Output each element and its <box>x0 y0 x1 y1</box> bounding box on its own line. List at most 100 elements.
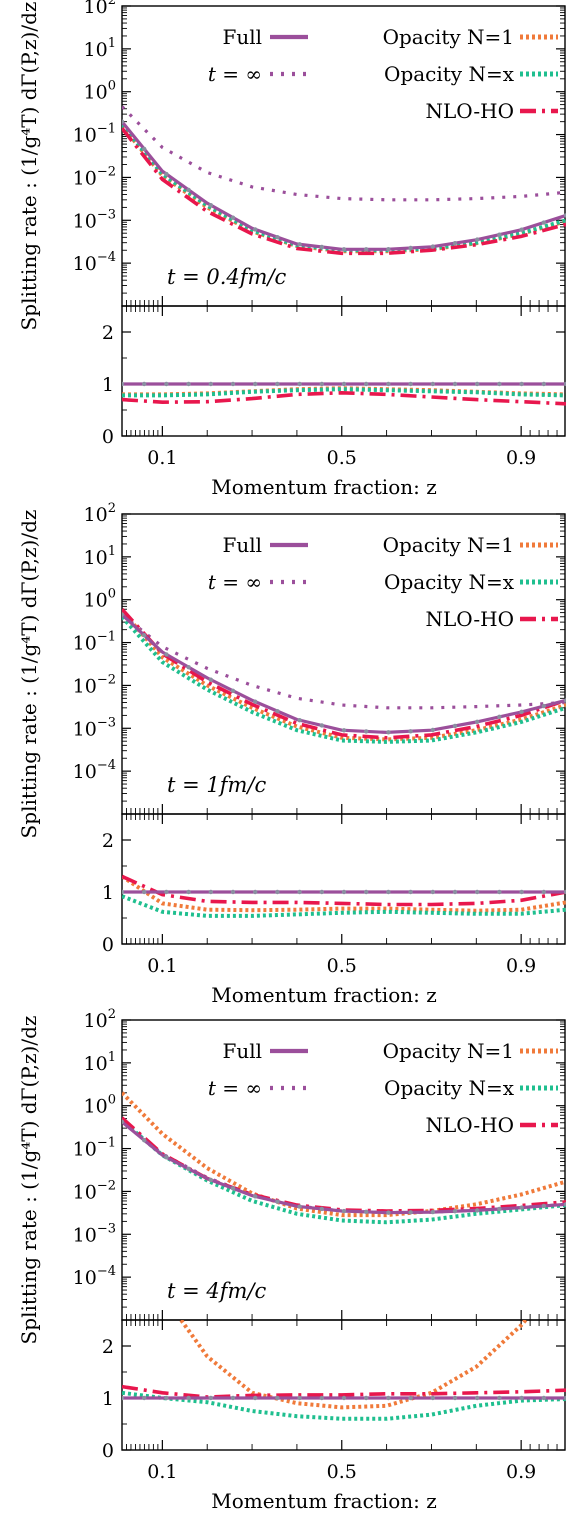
ratio-marker-point <box>452 381 458 387</box>
full-marker-point <box>408 245 413 251</box>
full-marker-point <box>186 187 191 193</box>
y-tick-label: 10−2 <box>73 164 116 189</box>
ratio-y-tick-label: 2 <box>102 1336 114 1358</box>
ratio-marker-point <box>275 1395 280 1401</box>
y-tick-label: 10−4 <box>73 250 116 275</box>
ratio-marker-point <box>541 1395 546 1401</box>
ratio-series-group <box>122 1320 566 1421</box>
x-tick-label: 0.9 <box>506 1461 536 1483</box>
ratio-marker-point <box>497 381 502 387</box>
ratio-marker-point <box>208 1395 213 1401</box>
legend-label: Opacity N=x <box>384 62 515 86</box>
ratio-marker-point <box>497 1395 502 1401</box>
full-marker-point <box>386 247 391 252</box>
ratio-marker-point <box>208 889 213 895</box>
ratio-marker-point <box>519 1395 524 1401</box>
ratio-marker-point <box>386 1395 391 1401</box>
y-tick-label: 10−1 <box>73 122 116 147</box>
y-tick-label: 10−2 <box>73 672 116 697</box>
full-marker-point <box>208 203 213 208</box>
ratio-series-group <box>122 874 566 918</box>
legend-label: Opacity N=x <box>384 570 515 594</box>
full-marker-point <box>319 1206 324 1212</box>
ratio-marker-point <box>475 381 480 387</box>
full-marker-point <box>364 247 369 252</box>
full-marker-point <box>122 1119 125 1125</box>
full-marker-point <box>253 699 258 704</box>
full-marker-point <box>475 1208 480 1213</box>
ratio-marker-point <box>341 1395 347 1401</box>
y-axis-label: Splitting rate : (1/g⁴T) dΓ(P,z)/dz <box>17 1016 41 1345</box>
legend-label: NLO-HO <box>425 1113 514 1137</box>
y-tick-label: 102 <box>84 501 116 526</box>
ratio-marker-point <box>122 1395 125 1401</box>
full-marker-point <box>430 1209 435 1215</box>
y-tick-label: 100 <box>84 587 116 612</box>
ratio-marker-point <box>186 1395 191 1401</box>
series-line-opacity-n-x <box>122 123 566 253</box>
ratio-marker-point <box>297 889 302 895</box>
ratio-marker-point <box>297 381 302 387</box>
series-line-full <box>122 1120 566 1215</box>
y-tick-label: 10−3 <box>73 207 116 232</box>
series-line-full <box>122 120 566 251</box>
main-series-group <box>122 105 566 256</box>
ratio-marker-point <box>408 889 413 895</box>
ratio-plot-frame <box>121 1319 566 1451</box>
full-marker-point <box>186 664 191 670</box>
ratio-marker-point <box>186 889 191 895</box>
ratio-marker-point <box>364 889 369 895</box>
legend-label: t = ∞ <box>208 570 262 594</box>
ratio-marker-point <box>452 889 458 895</box>
ratio-marker-point <box>430 381 435 387</box>
full-marker-point <box>186 1166 191 1172</box>
full-marker-point <box>563 213 566 218</box>
ratio-line-nlo-ho <box>122 1384 566 1399</box>
full-marker-point <box>142 1138 147 1143</box>
ratio-series-group <box>122 381 566 406</box>
legend-label: Full <box>222 1039 262 1063</box>
y-tick-label: 100 <box>84 1093 116 1118</box>
ratio-marker-point <box>408 1395 413 1401</box>
y-tick-label: 101 <box>84 1050 116 1075</box>
full-marker-point <box>208 677 213 682</box>
full-marker-point <box>541 1203 546 1209</box>
ratio-marker-point <box>541 381 546 387</box>
full-marker-point <box>253 1194 258 1199</box>
full-marker-point <box>142 146 147 152</box>
y-tick-label: 102 <box>84 0 116 18</box>
ratio-marker-point <box>475 889 480 895</box>
ratio-y-tick-label: 0 <box>102 426 114 448</box>
y-tick-label: 101 <box>84 36 116 61</box>
ratio-marker-point <box>452 1395 458 1401</box>
ratio-y-tick-label: 0 <box>102 1440 114 1462</box>
x-tick-label: 0.1 <box>147 955 177 977</box>
y-tick-label: 10−4 <box>73 758 116 783</box>
full-marker-point <box>230 1186 236 1191</box>
ratio-marker-point <box>230 1395 236 1401</box>
full-marker-point <box>475 719 480 725</box>
ratio-marker-point <box>253 381 258 387</box>
y-tick-label: 10−1 <box>73 630 116 655</box>
full-marker-point <box>122 119 125 124</box>
main-series-group <box>122 1091 566 1225</box>
ratio-marker-point <box>386 381 391 387</box>
legend-label: Opacity N=1 <box>383 25 514 49</box>
ratio-marker-point <box>430 889 435 895</box>
ratio-y-tick-label: 1 <box>102 882 114 904</box>
ratio-plot-frame <box>121 813 566 945</box>
full-marker-point <box>497 1206 502 1212</box>
full-marker-point <box>497 232 502 237</box>
y-axis-label: Splitting rate : (1/g⁴T) dΓ(P,z)/dz <box>17 2 41 331</box>
y-tick-label: 10−4 <box>73 1264 116 1289</box>
x-axis-label: Momentum fraction: z <box>211 475 437 499</box>
ratio-marker-point <box>319 381 324 387</box>
series-line-opacity-n-x <box>122 615 566 744</box>
ratio-y-tick-label: 1 <box>102 1388 114 1410</box>
full-marker-point <box>275 1199 280 1204</box>
ratio-marker-point <box>275 381 280 387</box>
ratio-y-tick-label: 0 <box>102 934 114 956</box>
series-line-full <box>122 613 566 735</box>
x-tick-label: 0.1 <box>147 1461 177 1483</box>
ratio-marker-point <box>142 889 147 895</box>
